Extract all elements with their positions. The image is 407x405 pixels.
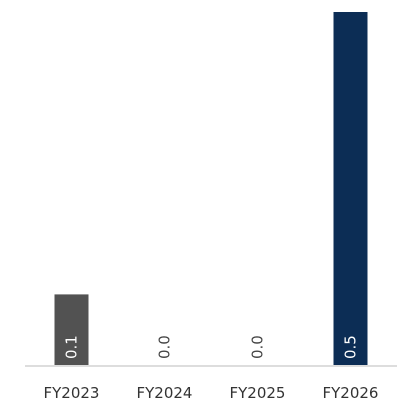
bar bbox=[333, 12, 368, 365]
x-tick-label: FY2025 bbox=[230, 384, 286, 402]
data-label: 0.1 bbox=[63, 335, 81, 359]
bar bbox=[54, 294, 89, 365]
data-label: 0.5 bbox=[342, 335, 360, 359]
data-label: 0.0 bbox=[156, 335, 174, 359]
data-label: 0.0 bbox=[249, 335, 267, 359]
x-tick-label: FY2026 bbox=[323, 384, 379, 402]
x-tick-label: FY2023 bbox=[44, 384, 100, 402]
x-tick-label: FY2024 bbox=[137, 384, 193, 402]
